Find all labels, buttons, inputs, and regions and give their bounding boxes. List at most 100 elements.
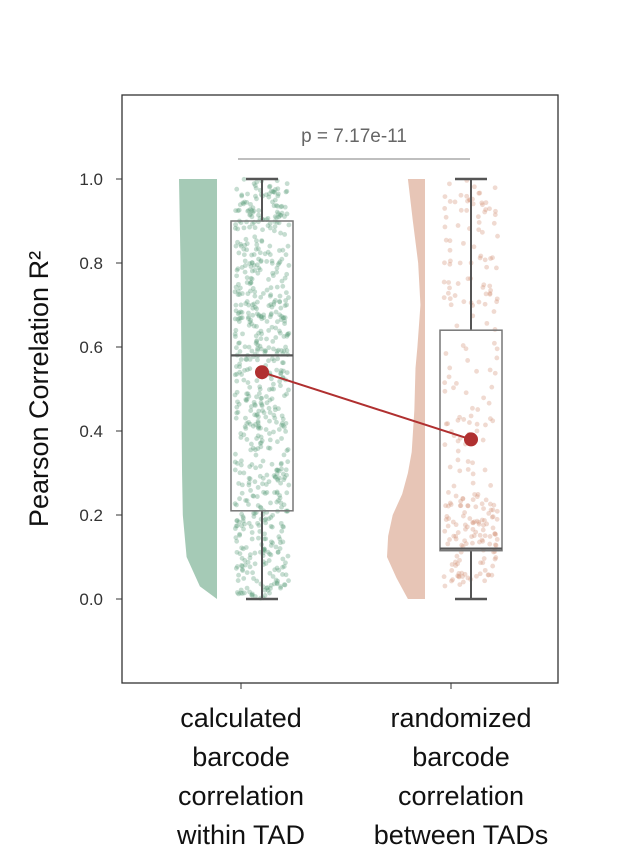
cat1-point bbox=[449, 562, 455, 567]
cat0-point bbox=[272, 190, 278, 195]
cat1-point bbox=[460, 496, 466, 502]
cat0-point bbox=[272, 415, 278, 421]
cat0-point bbox=[267, 314, 273, 320]
y-tick-label-0: 0.0 bbox=[79, 590, 103, 609]
cat0-point bbox=[238, 587, 244, 593]
cat0-point bbox=[269, 386, 275, 392]
cat0-point bbox=[248, 211, 253, 217]
cat1-point bbox=[460, 343, 466, 348]
cat0-point bbox=[239, 372, 244, 377]
cat0-point bbox=[251, 181, 257, 187]
cat1-point bbox=[442, 206, 448, 211]
cat0-point bbox=[239, 315, 245, 321]
cat1-point bbox=[455, 281, 461, 286]
cat0-point bbox=[246, 393, 252, 399]
cat1-point bbox=[482, 467, 488, 473]
cat0-point bbox=[250, 423, 256, 429]
cat0-point bbox=[270, 189, 276, 195]
cat0-point bbox=[247, 421, 253, 427]
cat0-point bbox=[278, 370, 284, 376]
cat1-point bbox=[461, 240, 466, 246]
cat0-point bbox=[252, 594, 258, 599]
cat0-point bbox=[238, 435, 244, 440]
cat0-point bbox=[248, 275, 254, 281]
cat0-point bbox=[277, 378, 283, 384]
cat1-point bbox=[481, 506, 486, 512]
cat0-point bbox=[272, 187, 278, 192]
cat1-point bbox=[458, 503, 464, 509]
cat0-point bbox=[264, 259, 270, 264]
cat0-point bbox=[247, 366, 253, 372]
cat1-point bbox=[454, 553, 460, 559]
cat1-point bbox=[484, 320, 490, 326]
cat0-point bbox=[236, 340, 241, 346]
cat0-point bbox=[238, 243, 244, 249]
cat1-point bbox=[482, 209, 488, 215]
cat0-point bbox=[233, 334, 238, 339]
cat1-point bbox=[492, 556, 498, 562]
cat0-point bbox=[259, 402, 265, 407]
cat1-point bbox=[465, 358, 471, 363]
cat0-point bbox=[252, 403, 258, 408]
cat0-point bbox=[274, 489, 280, 495]
cat0-point bbox=[240, 518, 246, 524]
cat0-point bbox=[268, 586, 273, 591]
cat0-point bbox=[232, 289, 238, 295]
cat0-point bbox=[239, 291, 245, 296]
cat0-density bbox=[179, 179, 217, 599]
cat1-point bbox=[462, 571, 468, 577]
cat0-point bbox=[246, 475, 252, 481]
cat0-point bbox=[254, 412, 259, 418]
cat0-point bbox=[259, 238, 265, 243]
cat0-point bbox=[270, 199, 275, 205]
cat0-point bbox=[282, 582, 288, 588]
cat0-point bbox=[267, 221, 273, 226]
cat1-point bbox=[458, 498, 464, 504]
cat1-point bbox=[472, 492, 478, 497]
cat0-point bbox=[250, 209, 256, 215]
cat1-point bbox=[464, 208, 470, 213]
cat1-point bbox=[457, 260, 463, 266]
cat0-point bbox=[255, 503, 261, 508]
cat1-point bbox=[457, 468, 463, 474]
cat0-point bbox=[259, 438, 265, 444]
cat1-point bbox=[494, 355, 500, 361]
cat1-point bbox=[463, 541, 469, 547]
cat0-point bbox=[247, 476, 253, 482]
cat0-point bbox=[250, 286, 256, 291]
cat0-point bbox=[251, 576, 256, 581]
cat0-point bbox=[263, 561, 269, 566]
cat1-point bbox=[476, 519, 482, 525]
cat0-point bbox=[272, 474, 278, 480]
cat0-point bbox=[253, 185, 259, 191]
cat0-point bbox=[274, 581, 280, 587]
cat1-point bbox=[477, 255, 483, 261]
cat0-point bbox=[232, 392, 238, 398]
cat0-point bbox=[236, 319, 242, 324]
cat1-point bbox=[490, 418, 496, 424]
cat1-point bbox=[472, 519, 477, 525]
plot-frame bbox=[121, 94, 559, 684]
cat0-point bbox=[242, 424, 248, 430]
cat0-point bbox=[269, 396, 275, 402]
cat0-point bbox=[256, 208, 262, 213]
cat0-point bbox=[235, 399, 240, 405]
cat0-point bbox=[242, 521, 247, 527]
cat0-point bbox=[263, 414, 269, 420]
cat0-point bbox=[278, 461, 284, 467]
cat1-point bbox=[470, 405, 475, 411]
cat0-point bbox=[280, 416, 286, 422]
cat0-point bbox=[233, 345, 239, 351]
cat0-point bbox=[244, 247, 250, 253]
cat1-point bbox=[479, 537, 485, 543]
cat0-point bbox=[239, 193, 245, 199]
cat0-point bbox=[256, 313, 262, 319]
cat1-point bbox=[447, 537, 452, 542]
cat1-point bbox=[475, 407, 481, 412]
cat1-point bbox=[477, 190, 483, 196]
cat1-point bbox=[464, 524, 470, 530]
cat0-point bbox=[263, 482, 269, 487]
cat0-point bbox=[247, 552, 253, 558]
cat0-point bbox=[253, 465, 259, 471]
cat1-point bbox=[491, 309, 497, 314]
